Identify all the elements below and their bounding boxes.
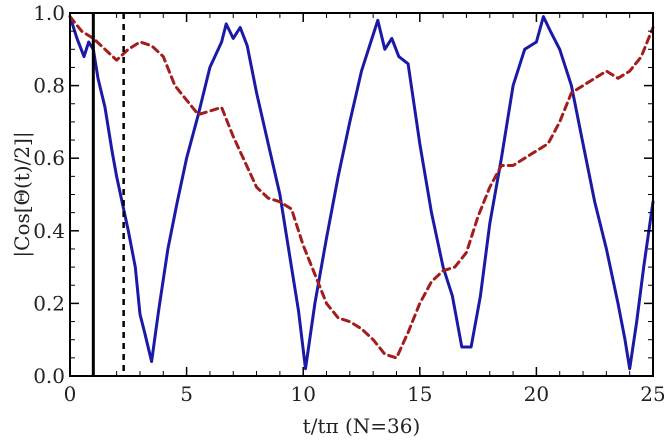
y-tick-label: 0.2 bbox=[33, 291, 65, 315]
vertical-marker-layer bbox=[91, 13, 125, 376]
x-tick-label: 15 bbox=[407, 382, 432, 406]
x-tick-label: 25 bbox=[640, 382, 664, 406]
x-tick-label: 0 bbox=[64, 382, 77, 406]
y-tick-label: 0.0 bbox=[33, 364, 65, 388]
y-tick-label: 0.4 bbox=[33, 219, 65, 243]
y-axis-title: |Cos[Θ(t)/2]| bbox=[10, 131, 35, 257]
x-axis-ticks: 0 5 10 15 20 25 bbox=[64, 13, 664, 406]
y-tick-label: 0.6 bbox=[33, 146, 65, 170]
y-axis-ticks: 0.0 0.2 0.4 0.6 0.8 1.0 bbox=[33, 1, 653, 388]
y-tick-label: 1.0 bbox=[33, 1, 65, 25]
series-line-1 bbox=[68, 15, 655, 371]
x-tick-label: 5 bbox=[180, 382, 193, 406]
y-tick-label: 0.8 bbox=[33, 74, 65, 98]
x-tick-label: 10 bbox=[290, 382, 315, 406]
x-axis-title: t/tπ (N=36) bbox=[303, 414, 421, 438]
series-layer bbox=[68, 15, 655, 371]
x-tick-label: 20 bbox=[524, 382, 549, 406]
series-line-2 bbox=[68, 15, 655, 360]
